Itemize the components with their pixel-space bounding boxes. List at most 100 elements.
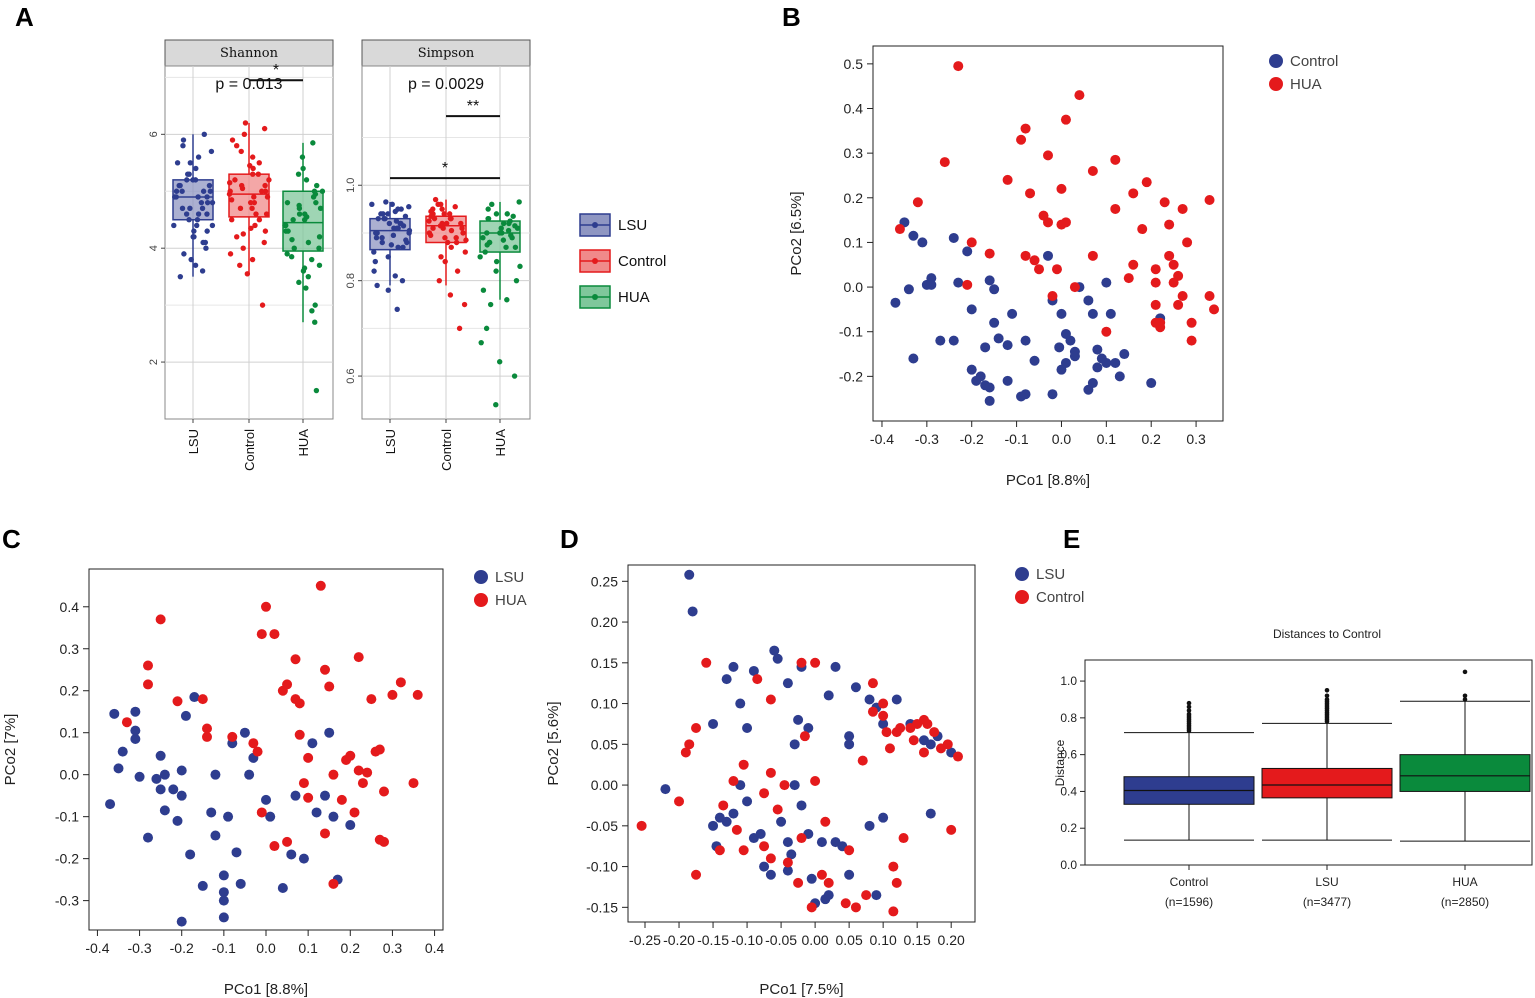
y-tick-label: 0.15 bbox=[591, 655, 618, 671]
data-point bbox=[320, 664, 330, 675]
data-point bbox=[362, 767, 373, 778]
data-point bbox=[806, 902, 817, 913]
x-tick-label: HUA bbox=[493, 429, 508, 457]
data-point bbox=[1043, 150, 1053, 161]
data-point bbox=[366, 694, 377, 705]
data-point bbox=[312, 302, 318, 308]
data-point bbox=[228, 217, 235, 223]
x-axis-label: PCo1 [7.5%] bbox=[759, 981, 843, 998]
data-point bbox=[187, 160, 194, 166]
data-point bbox=[1182, 237, 1193, 248]
data-point bbox=[459, 225, 465, 231]
data-point bbox=[513, 277, 520, 284]
data-point bbox=[191, 228, 197, 234]
data-point bbox=[806, 873, 817, 884]
data-point bbox=[261, 794, 271, 805]
x-tick-label: 0.3 bbox=[383, 940, 403, 956]
data-point bbox=[765, 767, 776, 778]
data-point bbox=[155, 614, 166, 625]
data-point bbox=[888, 906, 899, 917]
legend: Control HUA bbox=[1269, 53, 1338, 93]
data-point bbox=[172, 815, 183, 826]
data-point bbox=[328, 878, 339, 889]
x-tick-label: -0.2 bbox=[960, 431, 984, 447]
data-point bbox=[1002, 340, 1013, 351]
y-axis-label: PCo2 [7%] bbox=[2, 714, 19, 786]
data-point bbox=[353, 652, 364, 663]
plot-frame bbox=[1084, 659, 1533, 866]
data-point bbox=[511, 373, 518, 379]
data-point bbox=[227, 251, 234, 257]
panel-label-c: C bbox=[2, 524, 21, 554]
box-hua bbox=[282, 140, 326, 394]
data-point bbox=[239, 727, 250, 738]
x-tick-label: LSU bbox=[383, 429, 398, 454]
panel-label-e: E bbox=[1063, 524, 1080, 554]
data-point bbox=[1016, 134, 1027, 145]
data-point bbox=[233, 143, 240, 149]
x-tick-label: LSU bbox=[186, 429, 201, 454]
data-point bbox=[504, 211, 510, 217]
data-point bbox=[878, 698, 889, 709]
box-lsu bbox=[171, 131, 216, 280]
data-point bbox=[204, 199, 211, 206]
data-point bbox=[328, 811, 339, 822]
data-point bbox=[383, 199, 389, 205]
data-point bbox=[241, 131, 248, 138]
data-point bbox=[372, 258, 378, 265]
data-point bbox=[512, 244, 519, 250]
data-point bbox=[738, 759, 749, 770]
data-point bbox=[311, 807, 322, 818]
x-tick-label: 0.1 bbox=[1097, 431, 1117, 447]
data-point bbox=[439, 206, 445, 212]
data-point bbox=[247, 162, 253, 169]
data-point bbox=[461, 301, 468, 308]
data-point bbox=[816, 837, 827, 848]
data-point bbox=[256, 217, 263, 223]
data-point bbox=[284, 251, 290, 257]
data-point bbox=[966, 304, 977, 315]
data-point bbox=[708, 820, 719, 831]
data-point bbox=[252, 746, 263, 757]
data-point bbox=[487, 301, 494, 308]
data-point bbox=[197, 880, 208, 891]
data-point bbox=[1056, 183, 1067, 194]
data-point bbox=[1164, 250, 1175, 261]
data-point bbox=[742, 796, 753, 807]
data-point bbox=[282, 679, 293, 690]
data-point bbox=[769, 645, 780, 656]
data-point bbox=[290, 790, 301, 801]
data-point bbox=[857, 755, 868, 766]
data-point bbox=[482, 249, 488, 255]
data-point bbox=[939, 157, 950, 168]
data-point bbox=[962, 279, 973, 290]
data-point bbox=[1056, 308, 1067, 319]
data-point bbox=[314, 182, 320, 189]
data-point bbox=[375, 215, 381, 222]
legend-label: LSU bbox=[495, 569, 524, 586]
data-point bbox=[1047, 291, 1058, 301]
data-point bbox=[303, 285, 309, 291]
y-tick-label: 0.0 bbox=[60, 767, 80, 783]
data-point bbox=[1168, 277, 1179, 288]
x-tick-label: -0.2 bbox=[170, 940, 194, 956]
data-point bbox=[1087, 250, 1098, 261]
data-point bbox=[345, 820, 356, 831]
data-point bbox=[1173, 299, 1184, 310]
legend-item-lsu: LSU bbox=[1015, 566, 1065, 583]
data-point bbox=[315, 580, 326, 591]
data-point bbox=[176, 765, 187, 776]
data-point bbox=[1020, 250, 1031, 261]
data-point bbox=[295, 171, 302, 177]
data-point bbox=[195, 211, 202, 217]
data-point bbox=[480, 287, 487, 293]
data-point bbox=[674, 796, 685, 807]
x-axis-label: PCo1 [8.8%] bbox=[1006, 472, 1090, 489]
data-point bbox=[453, 235, 459, 241]
legend-marker bbox=[1269, 77, 1283, 91]
legend-marker bbox=[1015, 567, 1029, 581]
data-point bbox=[1128, 259, 1139, 270]
data-point bbox=[143, 660, 153, 671]
data-point bbox=[912, 197, 923, 208]
